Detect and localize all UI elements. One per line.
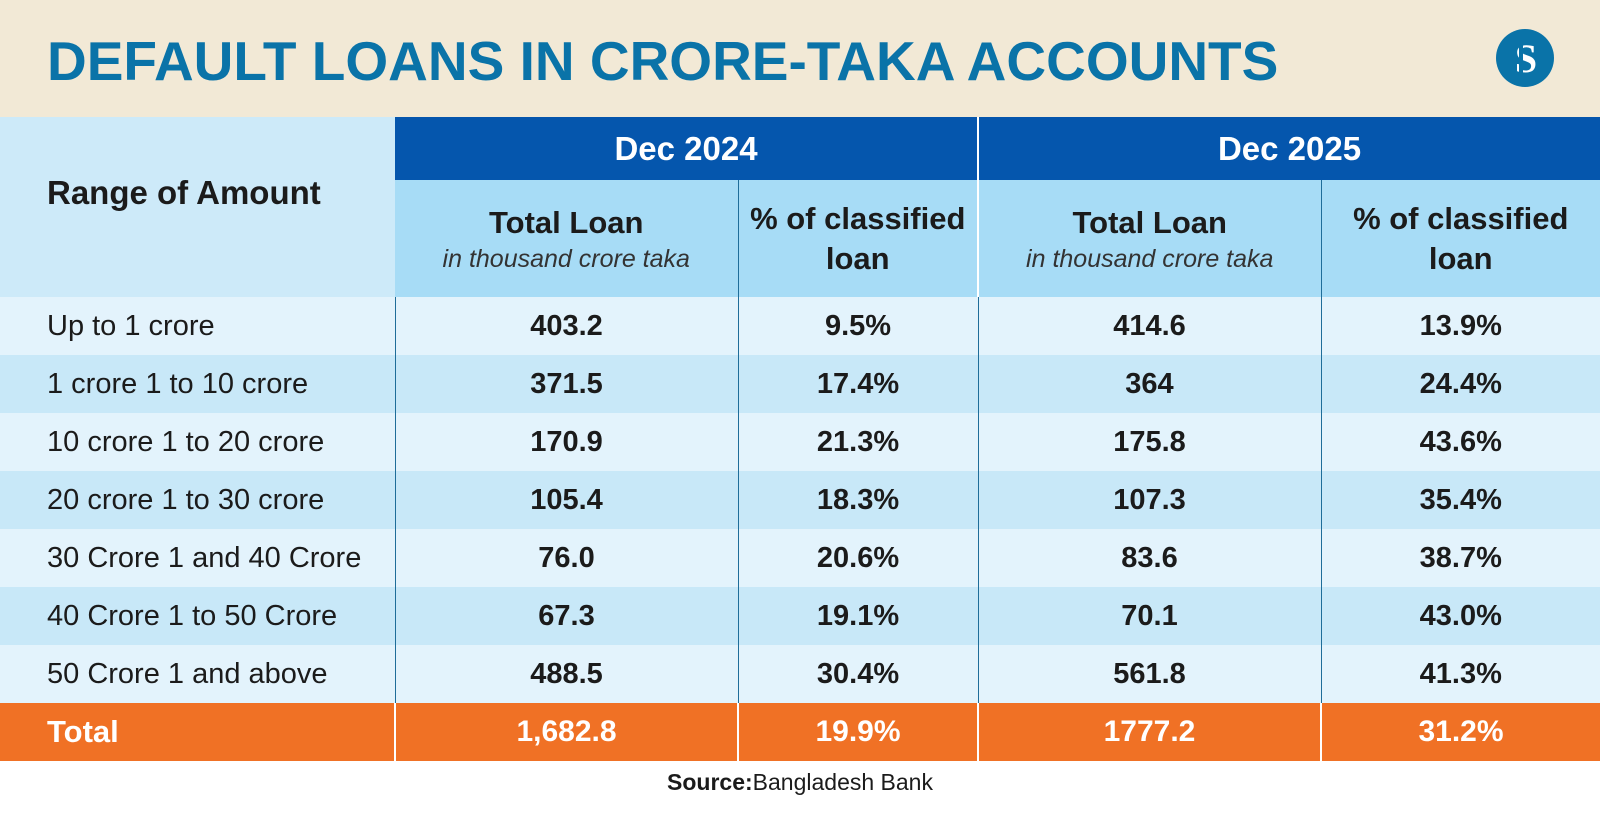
table-row: 10 crore 1 to 20 crore 170.9 21.3% 175.8… — [0, 413, 1600, 471]
classified-2025-cell: 41.3% — [1320, 645, 1600, 703]
total-loan-2024-cell: 403.2 — [394, 297, 738, 355]
total-loan-2025-cell: 107.3 — [977, 471, 1321, 529]
range-cell: 20 crore 1 to 30 crore — [0, 471, 395, 529]
total-loan-2025-cell: 83.6 — [977, 529, 1321, 587]
total-label-cell: Total — [0, 703, 395, 761]
classified-label: % of classified loan — [1353, 200, 1569, 276]
classified-2025-cell: 35.4% — [1320, 471, 1600, 529]
classified-header-2025: % of classified loan — [1320, 180, 1600, 297]
total-loan-2024-cell: 67.3 — [394, 587, 738, 645]
range-cell: 1 crore 1 to 10 crore — [0, 355, 395, 413]
total-loan-header-2025: Total Loan in thousand crore taka — [977, 180, 1321, 297]
header-band: DEFAULT LOANS IN CRORE-TAKA ACCOUNTS S — [0, 0, 1600, 117]
total-loan-2025-cell: 175.8 — [977, 413, 1321, 471]
table-row: 20 crore 1 to 30 crore 105.4 18.3% 107.3… — [0, 471, 1600, 529]
total-loan-2025-cell: 70.1 — [977, 587, 1321, 645]
publisher-logo-icon: S — [1496, 29, 1554, 87]
period-header-2024: Dec 2024 — [395, 117, 979, 180]
total-loan-2024-cell: 105.4 — [394, 471, 738, 529]
total-loan-2024-cell: 488.5 — [394, 645, 738, 703]
total-loan-unit-note: in thousand crore taka — [442, 244, 690, 273]
total-loan-2025-total-cell: 1777.2 — [977, 703, 1321, 761]
classified-label: % of classified loan — [750, 200, 966, 276]
table-row: 1 crore 1 to 10 crore 371.5 17.4% 364 24… — [0, 355, 1600, 413]
classified-2025-cell: 13.9% — [1320, 297, 1600, 355]
classified-header-2024: % of classified loan — [737, 180, 978, 297]
range-cell: 50 Crore 1 and above — [0, 645, 395, 703]
total-loan-label: Total Loan — [1072, 204, 1227, 240]
range-cell: 10 crore 1 to 20 crore — [0, 413, 395, 471]
svg-text:S: S — [1515, 36, 1537, 81]
total-loan-2025-cell: 561.8 — [977, 645, 1321, 703]
source-credit: Source:Bangladesh Bank — [0, 767, 1600, 797]
classified-2024-cell: 21.3% — [737, 413, 978, 471]
total-loan-2024-cell: 76.0 — [394, 529, 738, 587]
period-header-2025: Dec 2025 — [977, 117, 1600, 180]
page-title: DEFAULT LOANS IN CRORE-TAKA ACCOUNTS — [47, 30, 1279, 92]
classified-2024-cell: 17.4% — [737, 355, 978, 413]
total-loan-2024-cell: 371.5 — [394, 355, 738, 413]
total-loan-2025-cell: 364 — [977, 355, 1321, 413]
classified-2025-cell: 43.0% — [1320, 587, 1600, 645]
total-loan-unit-note: in thousand crore taka — [1026, 244, 1274, 273]
table-row: 40 Crore 1 to 50 Crore 67.3 19.1% 70.1 4… — [0, 587, 1600, 645]
source-value: Bangladesh Bank — [752, 769, 933, 795]
total-loan-2025-cell: 414.6 — [977, 297, 1321, 355]
classified-2024-total-cell: 19.9% — [737, 703, 978, 761]
classified-2025-cell: 38.7% — [1320, 529, 1600, 587]
table-row: 30 Crore 1 and 40 Crore 76.0 20.6% 83.6 … — [0, 529, 1600, 587]
range-cell: Up to 1 crore — [0, 297, 395, 355]
source-label: Source: — [667, 769, 753, 795]
classified-2024-cell: 9.5% — [737, 297, 978, 355]
classified-2025-total-cell: 31.2% — [1320, 703, 1600, 761]
classified-2025-cell: 43.6% — [1320, 413, 1600, 471]
classified-2024-cell: 30.4% — [737, 645, 978, 703]
table-row: Up to 1 crore 403.2 9.5% 414.6 13.9% — [0, 297, 1600, 355]
total-loan-label: Total Loan — [489, 204, 644, 240]
table-row: 50 Crore 1 and above 488.5 30.4% 561.8 4… — [0, 645, 1600, 703]
classified-2025-cell: 24.4% — [1320, 355, 1600, 413]
loans-table: Range of Amount Dec 2024 Dec 2025 Total … — [0, 117, 1600, 761]
classified-2024-cell: 19.1% — [737, 587, 978, 645]
range-cell: 30 Crore 1 and 40 Crore — [0, 529, 395, 587]
total-row: Total 1,682.8 19.9% 1777.2 31.2% — [0, 703, 1600, 761]
range-header: Range of Amount — [0, 117, 395, 297]
total-loan-2024-total-cell: 1,682.8 — [394, 703, 738, 761]
classified-2024-cell: 18.3% — [737, 471, 978, 529]
total-loan-2024-cell: 170.9 — [394, 413, 738, 471]
classified-2024-cell: 20.6% — [737, 529, 978, 587]
total-loan-header-2024: Total Loan in thousand crore taka — [395, 180, 738, 297]
range-cell: 40 Crore 1 to 50 Crore — [0, 587, 395, 645]
